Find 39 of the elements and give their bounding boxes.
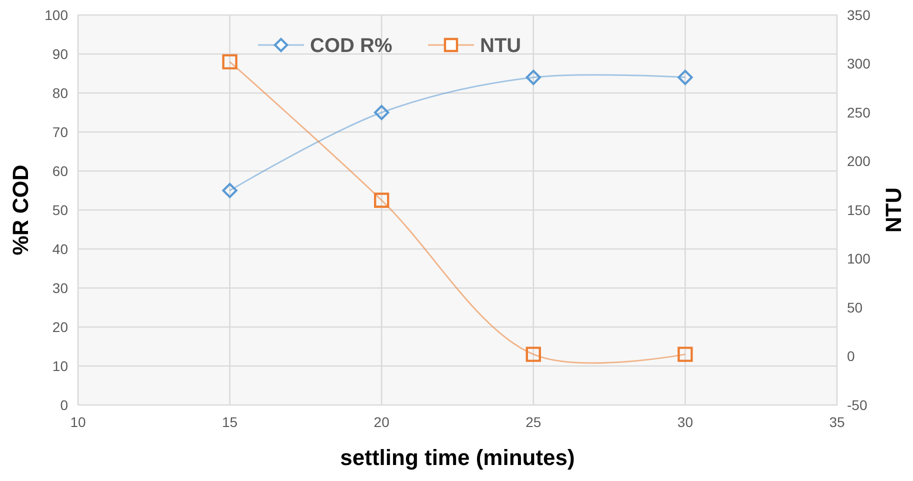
- y-tick-label: 70: [52, 124, 68, 140]
- y2-tick-label: 100: [847, 250, 871, 267]
- point: [222, 182, 238, 198]
- y-tick-label: 20: [52, 318, 68, 335]
- point: [374, 104, 390, 120]
- point: [374, 192, 390, 208]
- x-tick-label: 35: [829, 414, 845, 430]
- y-tick-label: 10: [52, 358, 68, 374]
- x-tick-label: 30: [677, 414, 694, 430]
- y-tick-label: 50: [52, 202, 68, 218]
- point: [678, 346, 693, 362]
- y-tick-label: 30: [52, 280, 68, 296]
- y-tick-label: 100: [44, 6, 68, 23]
- y2-tick-label: 150: [847, 202, 871, 218]
- y-axis-title: %R COD: [8, 164, 33, 256]
- x-tick-label: 20: [374, 414, 390, 430]
- y-tick-label: 90: [52, 46, 68, 62]
- y2-tick-label: -50: [847, 396, 868, 413]
- y2-tick-label: 0: [847, 348, 855, 364]
- x-tick-label: 10: [70, 414, 86, 430]
- point: [222, 54, 238, 70]
- y2-tick-label: 300: [847, 56, 871, 72]
- x-tick-label: 25: [526, 414, 542, 430]
- point: [526, 70, 541, 85]
- y-tick-label: 0: [60, 396, 68, 413]
- legend-label: COD R%: [310, 35, 392, 57]
- y2-tick-label: 250: [847, 104, 871, 120]
- y2-axis-title: NTU: [881, 187, 906, 233]
- legend-label: NTU: [480, 35, 522, 57]
- y2-tick-label: 50: [847, 299, 863, 316]
- point: [678, 70, 693, 85]
- x-tick-label: 15: [222, 414, 238, 430]
- y-tick-label: 40: [52, 240, 68, 257]
- y-tick-label: 60: [52, 162, 68, 179]
- y2-tick-label: 200: [847, 153, 871, 170]
- y2-tick-label: 350: [847, 6, 871, 23]
- y-tick-label: 80: [52, 84, 68, 101]
- x-axis-title: settling time (minutes): [340, 445, 575, 470]
- point: [526, 346, 541, 362]
